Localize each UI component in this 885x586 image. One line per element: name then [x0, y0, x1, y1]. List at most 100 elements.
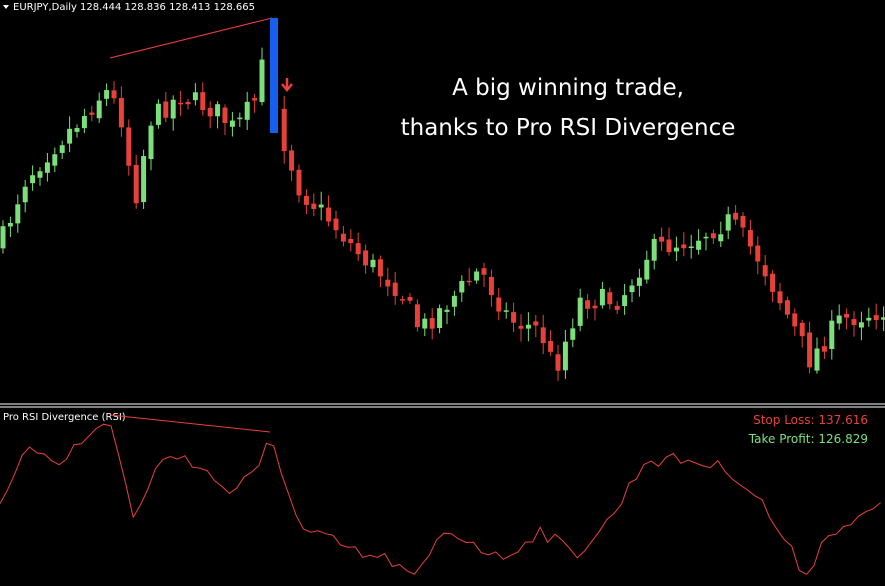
- indicator-title: Pro RSI Divergence (RSI): [3, 412, 126, 423]
- candle-body: [0, 226, 6, 249]
- candle-body: [681, 244, 687, 249]
- candle-body: [30, 175, 36, 184]
- candle-body: [74, 128, 80, 132]
- candle-body: [755, 245, 761, 262]
- candle-body: [540, 327, 546, 344]
- candle-body: [844, 313, 850, 318]
- candle-body: [89, 112, 95, 115]
- candle-body: [503, 310, 509, 312]
- candle-body: [192, 92, 198, 101]
- candle-body: [636, 277, 642, 286]
- candle-body: [414, 304, 420, 328]
- candle-body: [466, 280, 472, 283]
- candle-body: [207, 107, 213, 117]
- candle-body: [178, 102, 184, 105]
- candle-body: [496, 297, 502, 312]
- symbol: EURJPY,Daily: [13, 2, 77, 13]
- candle-body: [437, 308, 443, 328]
- candle-body: [747, 230, 753, 247]
- candle-body: [451, 295, 457, 307]
- candle-body: [163, 101, 169, 118]
- candle-body: [222, 107, 228, 124]
- candle-body: [562, 341, 568, 371]
- candle-body: [104, 90, 110, 99]
- candle-body: [533, 321, 539, 326]
- candle-body: [807, 332, 813, 368]
- candle-body: [444, 309, 450, 312]
- candle-body: [37, 171, 43, 178]
- candle-body: [881, 317, 885, 320]
- candle-body: [792, 313, 798, 327]
- price-divergence-line: [109, 17, 273, 59]
- candle-body: [370, 259, 376, 268]
- candle-body: [44, 162, 50, 173]
- candle-body: [141, 156, 147, 203]
- candle-body: [696, 240, 702, 250]
- candle-body: [651, 238, 657, 261]
- candle-body: [133, 164, 139, 204]
- candle-body: [67, 128, 73, 144]
- candle-body: [614, 305, 620, 310]
- candle-body: [259, 59, 265, 103]
- candle-body: [718, 234, 724, 242]
- candle-body: [200, 92, 206, 111]
- candle-body: [385, 279, 391, 287]
- candle-body: [607, 292, 613, 305]
- candle-body: [311, 203, 317, 209]
- candle-body: [555, 354, 561, 371]
- rsi-line: [0, 423, 881, 575]
- candle-body: [622, 295, 628, 306]
- candle-body: [814, 348, 820, 371]
- candle-body: [762, 265, 768, 277]
- price-candles: [0, 47, 885, 381]
- candle-body: [836, 315, 842, 324]
- candle-body: [392, 282, 398, 296]
- candle-body: [777, 291, 783, 304]
- candle-body: [429, 318, 435, 329]
- candle-body: [799, 322, 805, 337]
- candle-body: [518, 325, 524, 329]
- candle-body: [326, 207, 332, 222]
- candle-body: [770, 273, 776, 292]
- candle-body: [548, 341, 554, 352]
- candle-body: [659, 236, 665, 242]
- candle-body: [237, 117, 243, 120]
- candle-body: [585, 300, 591, 309]
- candle-body: [733, 212, 739, 220]
- candle-body: [126, 127, 132, 166]
- candle-body: [111, 90, 117, 99]
- candle-body: [229, 120, 235, 127]
- take-profit: Take Profit: 126.829: [748, 432, 868, 446]
- candle-body: [215, 104, 221, 117]
- candle-body: [703, 236, 709, 239]
- candle-body: [481, 268, 487, 275]
- candle-body: [740, 215, 746, 228]
- stop-loss: Stop Loss: 137.616: [753, 413, 868, 427]
- menu-triangle[interactable]: [3, 5, 9, 9]
- candle-body: [296, 169, 302, 196]
- sell-arrow: [281, 78, 293, 92]
- candle-body: [148, 125, 154, 160]
- candle-body: [333, 218, 339, 231]
- candle-body: [155, 103, 161, 125]
- candle-body: [577, 297, 583, 326]
- candle-body: [858, 322, 864, 328]
- candle-body: [407, 296, 413, 301]
- candle-body: [244, 101, 250, 120]
- candle-body: [348, 238, 354, 244]
- candle-body: [511, 312, 517, 323]
- candle-body: [318, 204, 324, 208]
- candle-body: [725, 214, 731, 231]
- candle-body: [851, 319, 857, 326]
- entry-bar: [270, 18, 278, 133]
- candle-body: [673, 247, 679, 252]
- candle-body: [599, 289, 605, 306]
- candle-body: [422, 318, 428, 329]
- candle-body: [866, 317, 872, 321]
- candle-body: [644, 259, 650, 280]
- candle-body: [710, 233, 716, 239]
- candle-body: [525, 324, 531, 329]
- candle-body: [52, 154, 58, 166]
